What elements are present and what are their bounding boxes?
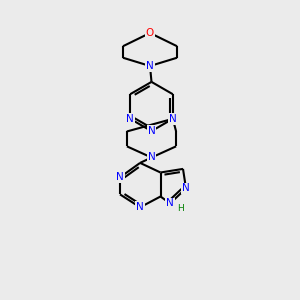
- Text: N: N: [146, 61, 154, 71]
- Text: H: H: [177, 204, 184, 213]
- Text: N: N: [169, 114, 177, 124]
- Text: N: N: [116, 172, 124, 182]
- Text: N: N: [136, 202, 144, 212]
- Text: O: O: [146, 28, 154, 38]
- Text: N: N: [166, 198, 174, 208]
- Text: N: N: [148, 126, 155, 136]
- Text: N: N: [182, 183, 190, 194]
- Text: N: N: [126, 114, 134, 124]
- Text: N: N: [148, 152, 155, 163]
